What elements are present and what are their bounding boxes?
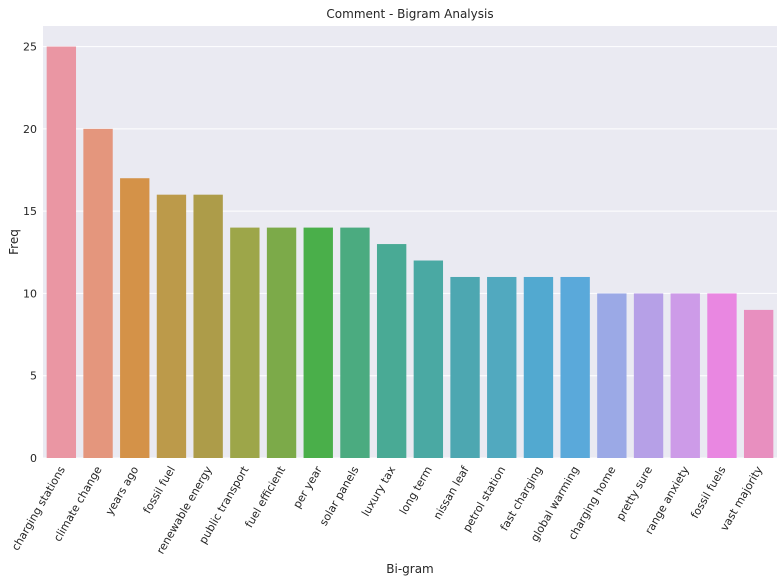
y-tick-label: 25 [23,41,37,54]
bar [597,293,627,458]
bar [487,276,517,458]
bar [523,276,554,458]
plot-background [43,26,777,458]
x-tick-label: luxury tax [359,464,398,519]
x-tick-label: long term [397,464,435,517]
bar [340,227,370,458]
bar [303,227,333,458]
y-tick-label: 20 [23,123,37,136]
bar [670,293,700,458]
x-tick-label: fossil fuel [141,464,178,516]
bar [266,227,297,458]
x-tick-label: solar panels [317,464,362,528]
bar [193,194,223,458]
bar [560,276,590,458]
x-tick-label: fossil fuels [688,464,728,521]
bar [376,244,407,458]
x-tick-label: nissan leaf [431,463,472,522]
bar [46,46,77,458]
x-tick-label: pretty sure [614,464,656,523]
bar [120,178,150,458]
bar [633,293,664,458]
bar [450,276,480,458]
y-axis-title: Freq [7,229,21,255]
y-tick-label: 10 [23,287,37,300]
chart-title: Comment - Bigram Analysis [326,7,493,21]
y-tick-label: 15 [23,205,37,218]
y-tick-label: 0 [30,452,37,465]
x-axis-title: Bi-gram [386,562,434,576]
x-tick-label: years ago [103,464,142,518]
bar [156,194,187,458]
bars [46,46,774,458]
bar [413,260,444,458]
bar [230,227,260,458]
bar [707,293,737,458]
bar [743,309,774,458]
y-tick-label: 5 [30,370,37,383]
bar [83,128,113,458]
x-tick-label: per year [290,464,325,511]
y-tick-labels: 0 5 10 15 20 25 [23,41,37,465]
